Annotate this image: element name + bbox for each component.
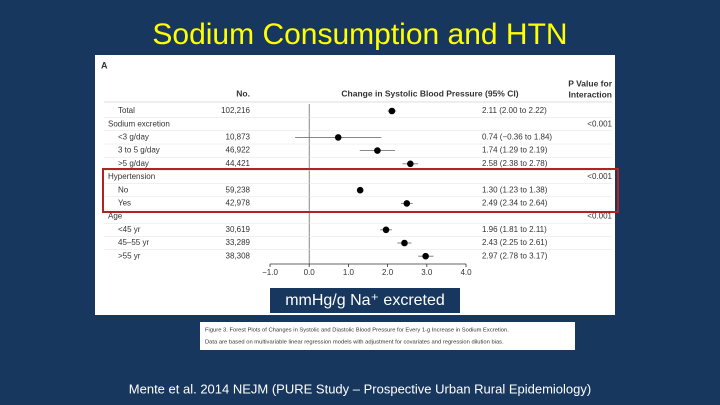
source: Mente et al. 2014 NEJM (PURE Study – Pro…: [129, 381, 591, 396]
row-label: Age: [108, 212, 123, 221]
row-label: 45–55 yr: [118, 238, 149, 247]
value-label: 1.74 (1.29 to 2.19): [482, 146, 548, 155]
p-value: <0.001: [587, 212, 612, 221]
row-label: Hypertension: [108, 172, 155, 181]
value-label: 2.97 (2.78 to 3.17): [482, 251, 548, 260]
count: 46,922: [226, 146, 251, 155]
row-label: Sodium excretion: [108, 119, 170, 128]
x-tick-label: 3.0: [421, 268, 433, 277]
value-label: 2.58 (2.38 to 2.78): [482, 159, 548, 168]
highlight-box: [102, 168, 619, 213]
value-label: 0.74 (−0.36 to 1.84): [482, 133, 552, 142]
slide-title: Sodium Consumption and HTN: [152, 18, 567, 51]
effect-header: Change in Systolic Blood Pressure (95% C…: [341, 88, 518, 98]
row-label: >5 g/day: [118, 159, 149, 168]
value-label: 1.96 (1.81 to 2.11): [482, 225, 547, 234]
value-label: 2.49 (2.34 to 2.64): [482, 199, 548, 208]
row-label: No: [118, 185, 129, 194]
row-label: <45 yr: [118, 225, 141, 234]
value-label: 2.43 (2.25 to 2.61): [482, 238, 548, 247]
point-estimate: [422, 252, 429, 260]
figure-panel: [95, 55, 615, 315]
x-tick-label: −1.0: [262, 268, 278, 277]
row-label: Yes: [118, 199, 131, 208]
point-estimate: [382, 226, 390, 234]
x-tick-label: 0.0: [304, 268, 316, 277]
panel-label: A: [101, 60, 108, 70]
count: 30,619: [226, 225, 251, 234]
row-label: >55 yr: [118, 251, 141, 260]
caption-box: [200, 322, 575, 350]
row-label: Total: [118, 106, 135, 115]
count: 33,289: [226, 238, 251, 247]
x-tick-label: 2.0: [382, 268, 394, 277]
point-estimate: [403, 200, 411, 207]
count: 10,873: [226, 133, 251, 142]
count: 59,238: [226, 185, 251, 194]
p-value: <0.001: [587, 172, 612, 181]
x-axis-label: mmHg/g Na⁺ excreted: [285, 292, 445, 309]
p-header: Interaction: [569, 89, 612, 99]
row-label: 3 to 5 g/day: [118, 146, 160, 155]
caption-text: Data are based on multivariable linear r…: [205, 340, 504, 346]
count: 42,978: [226, 199, 251, 208]
value-label: 1.30 (1.23 to 1.38): [482, 185, 548, 194]
point-estimate: [374, 147, 381, 154]
caption-title: Figure 3. Forest Plots of Changes in Sys…: [205, 328, 509, 334]
x-tick-label: 1.0: [343, 268, 355, 277]
value-label: 2.11 (2.00 to 2.22): [482, 106, 547, 115]
point-estimate: [401, 239, 408, 247]
count-header: No.: [236, 88, 250, 98]
p-header: P Value for: [568, 78, 612, 88]
point-estimate: [334, 134, 342, 141]
p-value: <0.001: [587, 119, 612, 128]
point-estimate: [356, 186, 364, 194]
x-tick-label: 4.0: [460, 268, 472, 277]
count: 44,421: [226, 159, 251, 168]
count: 38,308: [226, 251, 251, 260]
count: 102,216: [221, 106, 250, 115]
point-estimate: [388, 107, 396, 115]
x-label-box: [270, 288, 460, 313]
row-label: <3 g/day: [118, 133, 149, 142]
point-estimate: [407, 160, 414, 168]
